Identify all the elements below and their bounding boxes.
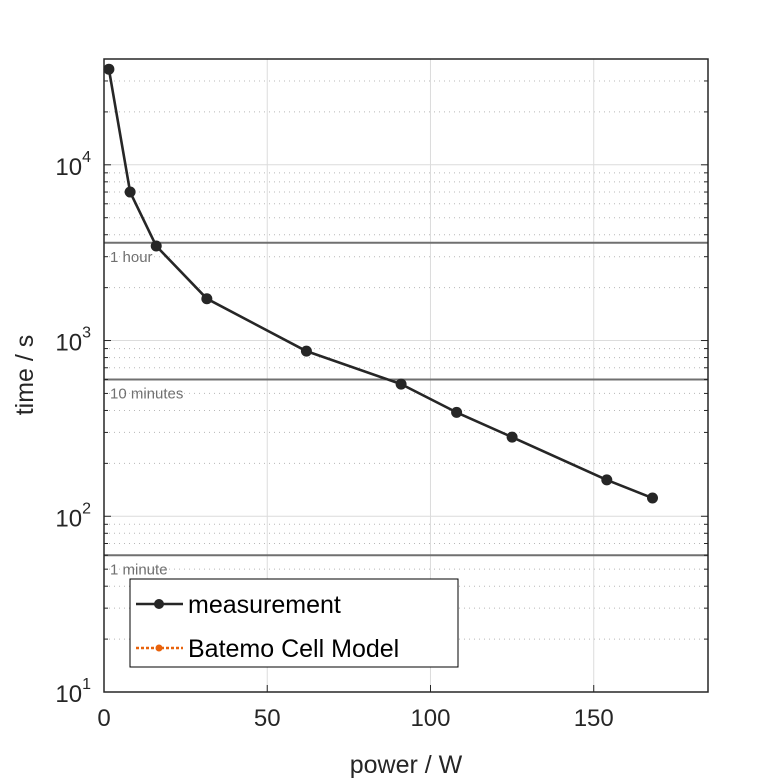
data-point	[300, 345, 312, 357]
x-tick-label: 100	[410, 705, 450, 732]
y-tick-exponent: 3	[82, 325, 91, 342]
data-point	[506, 431, 518, 443]
y-tick-base: 10	[55, 330, 82, 357]
y-tick-base: 10	[55, 154, 82, 181]
series-line-0	[107, 68, 653, 500]
y-tick-base: 10	[55, 505, 82, 532]
x-tick-label: 50	[254, 705, 281, 732]
x-tick-label: 0	[97, 705, 110, 732]
legend-batemo-marker	[155, 644, 163, 652]
x-axis-label: power / W	[350, 751, 463, 779]
data-point	[150, 240, 162, 252]
data-point	[103, 63, 115, 75]
y-tick-label: 103	[55, 325, 91, 357]
y-tick-label: 102	[55, 500, 91, 532]
y-tick-exponent: 2	[82, 500, 91, 517]
legend-batemo-label: Batemo Cell Model	[188, 635, 399, 663]
data-point	[601, 474, 613, 486]
data-point	[201, 293, 213, 305]
reference-line-label: 1 minute	[110, 561, 168, 578]
y-tick-label: 104	[55, 149, 91, 181]
legend: measurement Batemo Cell Model	[129, 578, 459, 668]
plot-area-frame	[103, 58, 709, 693]
y-tick-label: 101	[55, 676, 91, 708]
data-point	[124, 186, 136, 198]
y-tick-exponent: 1	[82, 676, 91, 693]
legend-measurement-marker	[154, 599, 164, 609]
legend-box	[129, 578, 459, 668]
x-tick-label: 150	[574, 705, 614, 732]
data-point	[451, 406, 463, 418]
legend-measurement-label: measurement	[188, 591, 341, 619]
reference-lines: 1 hour 10 minutes 1 minute	[104, 241, 708, 578]
data-point	[395, 378, 407, 390]
series	[103, 63, 658, 504]
data-point	[646, 492, 658, 504]
reference-line-label: 10 minutes	[110, 386, 183, 403]
y-tick-exponent: 4	[82, 149, 91, 166]
y-tick-base: 10	[55, 681, 82, 708]
y-axis-label: time / s	[11, 335, 39, 416]
reference-line-label: 1 hour	[110, 249, 153, 266]
